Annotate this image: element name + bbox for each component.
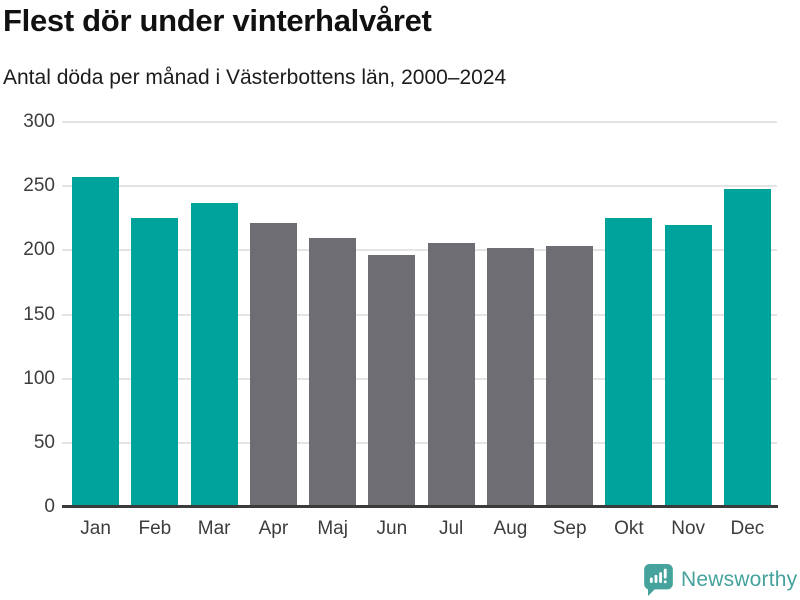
- bar-slot-jul: [422, 122, 481, 507]
- x-axis-label-okt: Okt: [614, 518, 644, 539]
- bar-feb: [131, 218, 179, 507]
- y-tick-label-300: 300: [23, 111, 55, 132]
- bar-jan: [72, 177, 120, 507]
- newsworthy-logo: Newsworthy: [644, 564, 797, 596]
- plot-area: [62, 121, 777, 507]
- x-axis-label-jul: Jul: [438, 518, 464, 539]
- bar-jul: [427, 242, 475, 507]
- bar-slot-nov: [659, 122, 718, 507]
- x-axis-label-feb: Feb: [138, 518, 172, 539]
- bar-series: [66, 122, 777, 507]
- y-tick-label-50: 50: [33, 431, 55, 453]
- bar-slot-sep: [540, 122, 599, 507]
- newsworthy-bubble-chart-icon: [644, 564, 673, 596]
- bar-okt: [605, 218, 653, 507]
- y-tick-label-150: 150: [23, 303, 55, 325]
- page-title: Flest dör under vinterhalvåret: [3, 3, 432, 38]
- y-axis-labels: 0 50 100 150 200 250 300: [0, 111, 55, 517]
- x-axis-labels: Jan Feb Mar Apr Maj Jun Jul Aug Sep Okt Nov Dec: [66, 518, 777, 540]
- bar-maj: [309, 237, 357, 507]
- x-axis-label-sep: Sep: [552, 518, 587, 539]
- gridline-300: [62, 121, 777, 123]
- gridline-100: [62, 377, 777, 380]
- x-axis-label-aug: Aug: [493, 518, 528, 539]
- bar-nov: [664, 224, 712, 507]
- x-axis-label-maj: Maj: [317, 518, 348, 539]
- bar-slot-dec: [718, 122, 777, 507]
- bar-mar: [190, 202, 238, 507]
- page-subtitle: Antal döda per månad i Västerbottens län…: [3, 66, 507, 89]
- x-axis-label-apr: Apr: [258, 518, 289, 539]
- bar-slot-aug: [481, 122, 540, 507]
- newsworthy-wordmark: Newsworthy: [681, 568, 798, 591]
- x-axis-line: [62, 505, 778, 508]
- y-tick-label-200: 200: [23, 239, 55, 261]
- bar-slot-okt: [599, 122, 658, 507]
- bar-slot-jan: [66, 122, 125, 507]
- gridline-200: [62, 249, 777, 252]
- bar-slot-feb: [125, 122, 184, 507]
- bar-slot-mar: [185, 122, 244, 507]
- bar-slot-maj: [303, 122, 362, 507]
- x-axis-label-jun: Jun: [376, 518, 408, 539]
- y-tick-label-100: 100: [23, 367, 55, 389]
- x-axis-label-mar: Mar: [197, 518, 231, 539]
- bar-jun: [368, 255, 416, 507]
- gridline-250: [62, 185, 777, 188]
- bar-slot-jun: [362, 122, 421, 507]
- x-axis-label-nov: Nov: [671, 518, 706, 539]
- bar-sep: [546, 246, 594, 507]
- gridline-50: [62, 441, 777, 444]
- x-axis-label-jan: Jan: [80, 518, 111, 539]
- bar-apr: [249, 223, 297, 507]
- bar-slot-apr: [244, 122, 303, 507]
- x-axis-label-dec: Dec: [730, 518, 765, 539]
- y-tick-label-0: 0: [44, 496, 55, 517]
- bar-aug: [486, 247, 534, 507]
- bar-dec: [723, 188, 771, 507]
- y-tick-label-250: 250: [23, 175, 55, 197]
- gridline-150: [62, 313, 777, 316]
